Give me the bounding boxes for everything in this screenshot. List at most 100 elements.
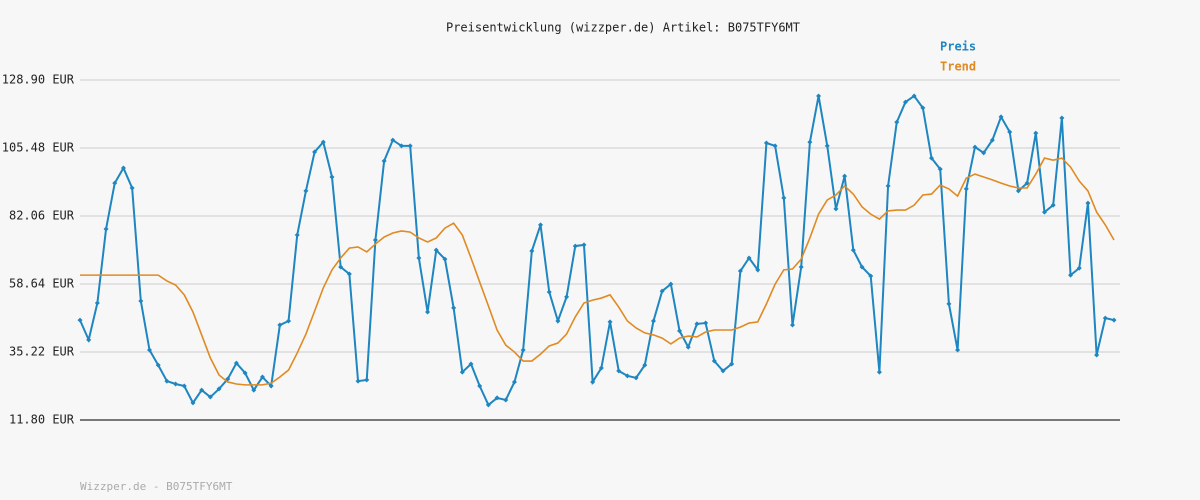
point	[286, 318, 292, 324]
point	[616, 368, 622, 374]
legend-entry: Preis	[940, 40, 976, 54]
point	[164, 378, 170, 384]
point	[338, 264, 344, 270]
point	[1033, 130, 1039, 136]
point	[94, 300, 100, 306]
point	[824, 143, 830, 149]
point	[199, 387, 205, 393]
point	[911, 93, 917, 99]
point	[173, 381, 179, 387]
point	[755, 267, 761, 273]
point	[1024, 180, 1030, 186]
point	[485, 402, 491, 408]
chart-title: Preisentwicklung (wizzper.de) Artikel: B…	[446, 21, 800, 35]
point	[572, 243, 578, 249]
point	[876, 369, 882, 375]
point	[398, 143, 404, 149]
point	[624, 373, 630, 379]
point	[520, 347, 526, 353]
point	[772, 143, 778, 149]
point	[529, 248, 535, 254]
point	[920, 105, 926, 111]
point	[1085, 200, 1091, 206]
point	[677, 328, 683, 334]
point	[129, 185, 135, 191]
y-tick-label: 105.48 EUR	[2, 141, 75, 155]
series-line	[79, 94, 1115, 407]
point	[998, 114, 1004, 120]
point	[894, 119, 900, 125]
point	[1059, 115, 1065, 121]
point	[190, 400, 196, 406]
point	[1111, 317, 1117, 323]
point	[494, 395, 500, 401]
point	[355, 378, 361, 384]
point	[112, 180, 118, 186]
point	[842, 173, 848, 179]
point	[902, 99, 908, 105]
point	[590, 379, 596, 385]
point	[372, 237, 378, 243]
y-tick-label: 128.90 EUR	[2, 73, 75, 87]
point	[346, 271, 352, 277]
point	[155, 362, 161, 368]
point	[538, 222, 544, 228]
point	[746, 255, 752, 261]
y-tick-label: 11.80 EUR	[9, 413, 75, 427]
point	[850, 247, 856, 253]
y-tick-label: 58.64 EUR	[9, 277, 75, 291]
point	[181, 383, 187, 389]
point	[972, 144, 978, 150]
point	[564, 294, 570, 300]
point	[737, 268, 743, 274]
point	[416, 255, 422, 261]
point	[381, 158, 387, 164]
point	[364, 377, 370, 383]
point	[1068, 272, 1074, 278]
point	[955, 347, 961, 353]
point	[477, 383, 483, 389]
point	[607, 319, 613, 325]
point	[937, 166, 943, 172]
point	[120, 165, 126, 171]
point	[555, 318, 561, 324]
point	[1015, 188, 1021, 194]
point	[650, 318, 656, 324]
point	[816, 93, 822, 99]
point	[468, 361, 474, 367]
point	[659, 288, 665, 294]
point	[390, 137, 396, 143]
point	[807, 139, 813, 145]
point	[868, 273, 874, 279]
point	[329, 174, 335, 180]
footer: Wizzper.de - B075TFY6MT	[80, 480, 233, 493]
point	[989, 137, 995, 143]
point	[1076, 265, 1082, 271]
point	[685, 344, 691, 350]
point	[259, 374, 265, 380]
series-line	[80, 157, 1115, 386]
point	[546, 289, 552, 295]
point	[763, 140, 769, 146]
point	[833, 206, 839, 212]
point	[798, 264, 804, 270]
point	[711, 358, 717, 364]
point	[303, 188, 309, 194]
point	[442, 256, 448, 262]
point	[268, 383, 274, 389]
point	[277, 322, 283, 328]
point	[147, 347, 153, 353]
point	[242, 370, 248, 376]
point	[859, 264, 865, 270]
point	[251, 387, 257, 393]
point	[694, 321, 700, 327]
point	[503, 397, 509, 403]
point	[294, 232, 300, 238]
y-tick-label: 35.22 EUR	[9, 345, 75, 359]
point	[451, 305, 457, 311]
point	[729, 361, 735, 367]
point	[1094, 352, 1100, 358]
point	[790, 322, 796, 328]
